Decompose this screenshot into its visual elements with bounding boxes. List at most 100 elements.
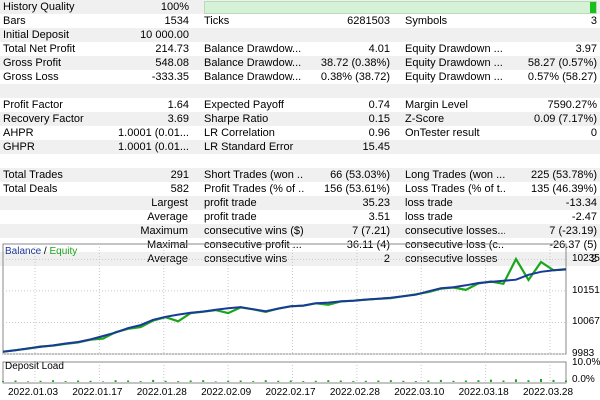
metric-label: Gross Loss [3,71,59,83]
report-row: Gross Profit 548.08 Balance Drawdow... 38.7… [0,56,600,70]
chart-legend: Balance / Equity [5,246,77,257]
metric-label: Profit Trades (% of ... [204,183,304,195]
metric-value: 38.72 (0.38%) [320,57,390,69]
metric-label: Sharpe Ratio [204,113,269,125]
metric-label [204,28,304,42]
deposit-load-bar [139,381,142,382]
metric-label: OnTester result [405,127,480,139]
metric-value: 582 [170,183,189,195]
metric-value: 0.38% (38.72) [320,71,390,83]
legend-separator: / [41,246,50,257]
main-plot-frame [2,243,567,355]
report-stats-row: Maximum consecutive wins ($) 7 (7.21) conse… [0,224,600,238]
legend-equity: Equity [49,246,78,257]
metric-label: GHPR [3,141,35,153]
deposit-load-bar [527,380,530,382]
metric-value: 156 (53.61%) [323,183,390,195]
metric-value: -333.35 [151,71,189,83]
metric-label: loss trade [405,211,453,223]
metric-value [490,28,597,42]
metric-value: 58.27 (0.57%) [527,57,597,69]
report-row: GHPR 1.0001 (0.01... LR Standard Error 15.4… [0,140,600,154]
report-row: Recovery Factor 3.69 Sharpe Ratio 0.15 Z-Sco… [0,112,600,126]
deposit-load-bar [152,379,155,382]
metric-label: Long Trades (won ... [405,169,505,181]
metric-value [304,84,390,98]
report-row: Initial Deposit 10 000.00 [0,28,600,42]
deposit-load-bar [314,380,317,382]
deposit-load-frame [2,361,567,384]
metric-label: Equity Drawdown ... [405,71,503,83]
x-tick-label: 2022.02.09 [201,387,252,398]
y-tick-label: 9983 [572,348,595,359]
metric-value [100,154,189,168]
metric-value: 225 (53.78%) [530,169,597,181]
metric-value: 36.11 (4) [346,239,390,251]
report-row [0,84,600,98]
metric-value: 0.96 [368,127,390,139]
metric-value: 6281503 [347,15,390,27]
metric-value: 0.74 [368,99,390,111]
metric-value: 214.73 [155,43,189,55]
deposit-load-bar [552,379,555,382]
metric-label: Ticks [204,15,230,27]
metric-label: Loss Trades (% of t... [405,183,505,195]
metric-value: 1534 [164,15,189,27]
deposit-load-bar [14,380,17,382]
deposit-load-bar [227,380,230,382]
history-quality-fill [590,2,596,13]
report-stats-row: Average profit trade 3.51 loss trade -2.47 [0,210,600,224]
metric-label: LR Correlation [204,127,275,139]
deposit-load-bar [339,380,342,382]
chart-canvas [2,243,567,384]
metric-label: Equity Drawdown ... [405,57,503,69]
deposit-load-bar [427,380,430,382]
metric-label: Equity Drawdown ... [405,43,503,55]
metric-value: 10 000.00 [140,29,189,41]
history-quality-value: 100% [160,1,189,13]
metric-value: 1.0001 (0.01... [118,127,189,139]
x-tick-label: 2022.02.28 [329,387,380,398]
deposit-load-bar [452,380,455,382]
deposit-load-bar [402,380,405,382]
deposit-load-bar [27,381,30,382]
deposit-load-bar [214,381,217,382]
metric-label: Initial Deposit [3,29,70,41]
balance-equity-chart[interactable]: Balance / Equity Deposit Load 10235 10151… [0,242,600,400]
metric-label: Total Deals [3,183,58,195]
metric-value: 0.57% (58.27) [527,71,597,83]
deposit-load-bar [502,380,505,382]
y-tick-label: 10235 [572,253,600,265]
metric-label: consecutive losses... [405,225,505,237]
metric-value: 7 (-23.19) [549,225,597,237]
metric-value: -13.34 [565,197,597,209]
deposit-load-bar [102,381,105,382]
stat-label: Average [147,253,188,265]
metric-label: Symbols [405,15,448,27]
metric-label: AHPR [3,127,34,139]
metric-value [490,84,597,98]
deposit-load-bar [464,380,467,382]
deposit-load-bar [64,381,67,382]
metric-value: 0.15 [368,113,390,125]
metric-label: Total Trades [3,169,63,181]
metric-value: -2.47 [571,211,597,223]
deposit-load-bar [389,380,392,382]
metric-value: 66 (53.03%) [330,169,390,181]
metric-label [204,84,304,98]
metric-value [490,154,597,168]
metric-value: 3 [590,15,597,27]
metric-value: 3.51 [368,211,390,223]
metric-label: profit trade [204,197,257,209]
deposit-load-bar [39,380,42,382]
metric-value: 0.09 (7.17%) [534,113,597,125]
metric-value: 1.64 [167,99,189,111]
deposit-load-bar [327,380,330,382]
deposit-load-bar [277,380,280,382]
deposit-load-bar [77,380,80,382]
x-tick-label: 2022.01.03 [8,387,59,398]
deposit-load-bar [489,379,492,382]
metric-label: consecutive wins [204,253,288,265]
report-row: Total Trades 291 Short Trades (won ... 66 (… [0,168,600,182]
metric-label: Profit Factor [3,99,63,111]
